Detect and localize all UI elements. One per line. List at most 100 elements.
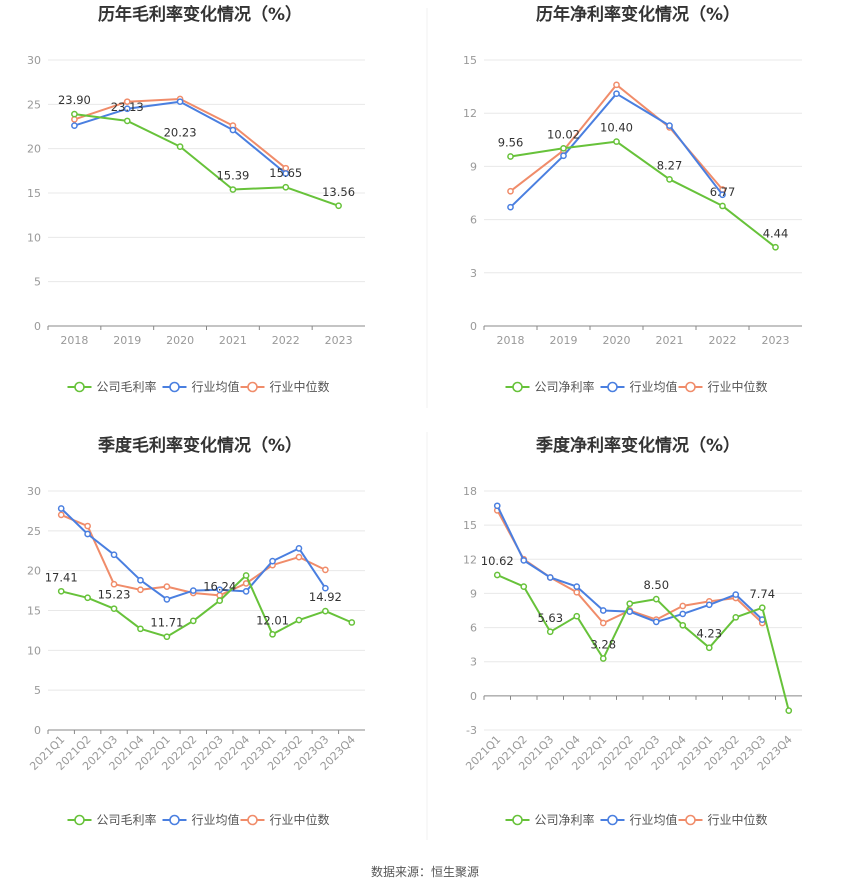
- legend-item-median[interactable]: 行业中位数: [240, 379, 330, 394]
- data-point-company: [599, 655, 607, 662]
- data-label: 9.56: [498, 135, 524, 149]
- x-tick-label: 2023: [762, 334, 790, 347]
- chart-panel-4: 季度净利率变化情况（%）-303691215182021Q12021Q22021…: [463, 435, 802, 827]
- legend-item-avg[interactable]: 行业均值: [162, 812, 240, 827]
- data-point-avg: [229, 126, 237, 134]
- data-point-company: [282, 183, 290, 191]
- data-point-company: [520, 583, 528, 590]
- data-label: 11.71: [150, 616, 183, 630]
- y-tick-label: 5: [34, 684, 41, 697]
- legend-swatch-marker: [169, 814, 180, 826]
- data-point-median: [322, 566, 329, 574]
- data-point-avg: [560, 152, 567, 160]
- data-point-company: [705, 644, 713, 652]
- legend-item-company[interactable]: 公司净利率: [505, 812, 595, 827]
- data-point-avg: [282, 170, 290, 177]
- data-point-company: [719, 202, 726, 210]
- data-point-median: [507, 187, 514, 195]
- data-point-median: [163, 583, 171, 590]
- legend-label: 行业中位数: [270, 812, 330, 827]
- legend-label: 行业中位数: [270, 379, 330, 394]
- data-label: 4.44: [763, 226, 789, 240]
- data-point-avg: [189, 587, 197, 594]
- data-label: 6.77: [710, 185, 736, 199]
- y-tick-label: 9: [470, 160, 477, 173]
- data-point-company: [573, 612, 581, 620]
- data-point-avg: [242, 588, 250, 595]
- data-point-avg: [269, 557, 276, 565]
- data-label: 10.02: [547, 127, 580, 141]
- legend-label: 行业中位数: [708, 379, 768, 394]
- y-tick-label: 3: [470, 267, 477, 280]
- chart-panel-1: 历年毛利率变化情况（%） 0 5 10 15 20 25 30 2018 2019 2020 2021…: [27, 4, 365, 394]
- data-point-company: [229, 186, 237, 193]
- legend-swatch-marker: [512, 381, 523, 393]
- y-tick-label: 0: [34, 724, 41, 737]
- x-tick-label: 2020: [166, 334, 194, 347]
- legend-swatch-marker: [685, 814, 696, 826]
- legend-swatch-marker: [247, 381, 258, 393]
- legend-item-company[interactable]: 公司净利率: [505, 379, 595, 394]
- y-tick-label: 0: [34, 320, 41, 333]
- legend-item-avg[interactable]: 行业均值: [600, 812, 678, 827]
- data-point-company: [176, 143, 184, 150]
- x-tick-label: 2020: [603, 334, 631, 347]
- data-label: 5.63: [537, 611, 563, 625]
- data-point-avg: [546, 574, 554, 581]
- y-tick-label: 10: [27, 644, 41, 657]
- legend-item-company[interactable]: 公司毛利率: [67, 379, 157, 394]
- legend-item-median[interactable]: 行业中位数: [240, 812, 330, 827]
- data-point-median: [295, 553, 303, 561]
- series-line-company: [496, 574, 790, 711]
- legend-item-median[interactable]: 行业中位数: [678, 379, 768, 394]
- y-tick-label: 0: [470, 690, 477, 703]
- y-tick-label: 25: [27, 98, 41, 111]
- data-label: 15.23: [98, 588, 131, 602]
- data-point-median: [71, 116, 78, 123]
- data-point-avg: [626, 608, 634, 615]
- data-point-avg: [176, 98, 184, 106]
- data-point-avg: [493, 502, 501, 510]
- chart-title: 季度净利率变化情况（%）: [536, 435, 740, 456]
- y-tick-label: 20: [27, 565, 41, 578]
- legend-label: 行业均值: [192, 379, 240, 394]
- data-point-median: [599, 619, 607, 627]
- data-point-avg: [613, 90, 620, 98]
- legend-item-avg[interactable]: 行业均值: [162, 379, 240, 394]
- legend-swatch-marker: [607, 381, 618, 393]
- x-tick-label: 2019: [550, 334, 578, 347]
- chart-legend: 公司毛利率 行业均值 行业中位数: [67, 812, 330, 827]
- y-tick-label: 30: [27, 54, 41, 67]
- data-point-avg: [520, 557, 528, 564]
- x-tick-label: 2023: [325, 334, 353, 347]
- data-point-company: [123, 117, 131, 125]
- data-point-avg: [322, 584, 329, 592]
- data-point-avg: [216, 586, 224, 594]
- legend-item-company[interactable]: 公司毛利率: [67, 812, 157, 827]
- data-point-avg: [84, 530, 91, 538]
- legend-swatch-marker: [512, 814, 523, 826]
- data-point-avg: [705, 601, 713, 609]
- legend-swatch-marker: [169, 381, 180, 393]
- data-point-avg: [679, 610, 687, 618]
- data-label: 10.40: [600, 121, 633, 135]
- chart-legend: 公司毛利率 行业均值 行业中位数: [67, 379, 330, 394]
- data-label: 23.13: [111, 100, 144, 114]
- chart-title: 历年净利率变化情况（%）: [536, 4, 740, 25]
- legend-item-median[interactable]: 行业中位数: [678, 812, 768, 827]
- data-point-company: [269, 630, 276, 638]
- data-point-company: [652, 595, 660, 603]
- data-point-avg: [573, 583, 581, 590]
- data-label: 8.27: [657, 158, 683, 172]
- data-point-median: [679, 602, 687, 610]
- data-label: 4.23: [696, 627, 722, 641]
- data-point-avg: [137, 576, 144, 584]
- data-point-avg: [110, 551, 118, 559]
- y-tick-label: 10: [27, 231, 41, 244]
- legend-item-avg[interactable]: 行业均值: [600, 379, 678, 394]
- data-point-company: [110, 605, 118, 613]
- data-point-company: [163, 633, 171, 641]
- y-tick-label: 5: [34, 276, 41, 289]
- legend-swatch-marker: [685, 381, 696, 393]
- x-tick-label: 2022: [272, 334, 300, 347]
